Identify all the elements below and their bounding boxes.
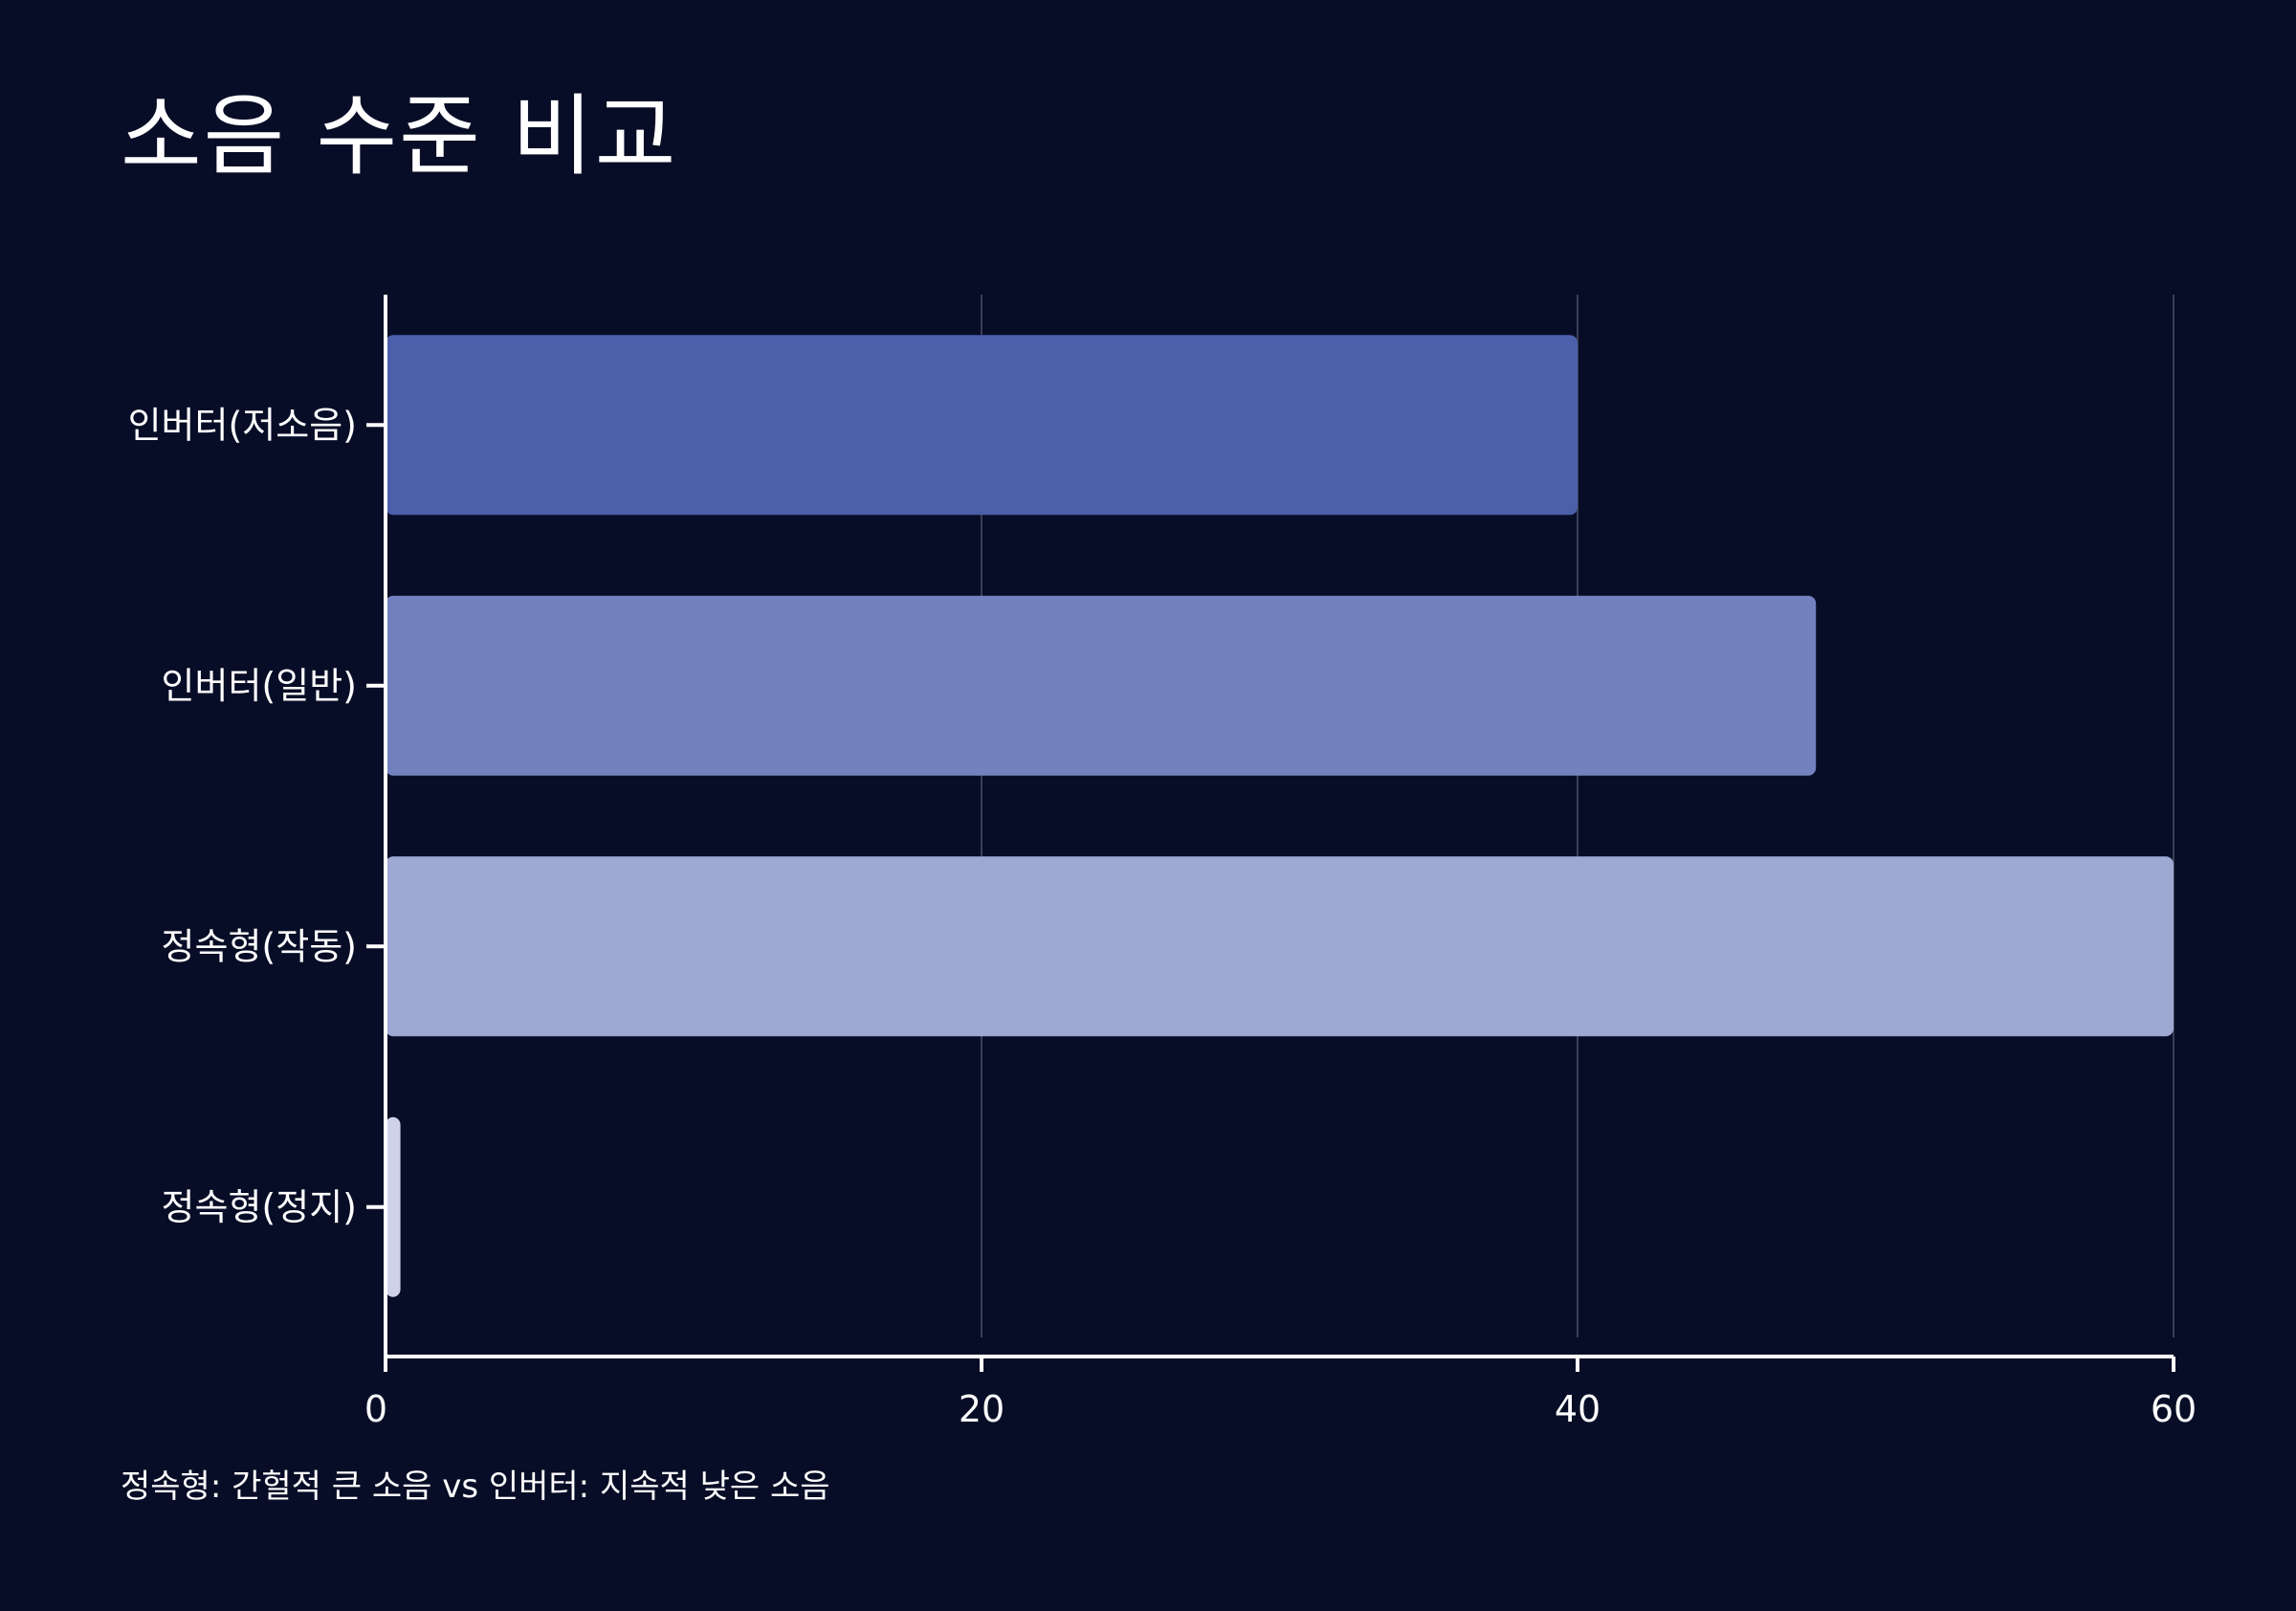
bars	[386, 335, 2174, 1297]
category-label-1: 인버터(일반)	[162, 665, 357, 707]
bar-1	[386, 595, 1817, 776]
x-tick-label-2: 40	[1555, 1388, 1601, 1430]
x-tick-label-1: 20	[959, 1388, 1004, 1430]
x-tick-label-0: 0	[364, 1388, 387, 1430]
bar-2	[386, 856, 2174, 1037]
footnote: 정속형: 간헐적 큰 소음 vs 인버터: 지속적 낮은 소음	[121, 1468, 830, 1506]
category-labels: 인버터(저소음) 인버터(일반) 정속형(작동) 정속형(정지)	[128, 404, 357, 1228]
category-label-3: 정속형(정지)	[162, 1186, 357, 1228]
x-tick-labels: 0 20 40 60	[364, 1388, 2197, 1430]
chart-title: 소음 수준 비교	[121, 85, 678, 188]
x-tick-label-3: 60	[2151, 1388, 2197, 1430]
bar-0	[386, 335, 1578, 516]
category-label-2: 정속형(작동)	[162, 925, 357, 967]
category-label-0: 인버터(저소음)	[128, 404, 357, 446]
axes	[366, 295, 2175, 1372]
bar-3	[386, 1116, 401, 1297]
